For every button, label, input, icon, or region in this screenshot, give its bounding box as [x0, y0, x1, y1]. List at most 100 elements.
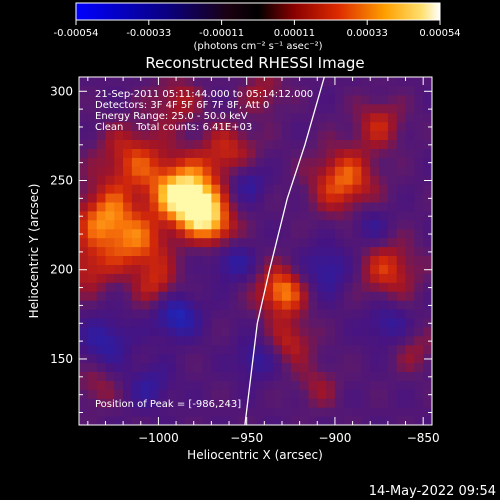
- heatmap-cell: [290, 121, 301, 132]
- heatmap-cell: [237, 291, 248, 301]
- heatmap-cell: [211, 139, 221, 149]
- heatmap-cell: [414, 219, 424, 230]
- heatmap-cell: [123, 77, 133, 87]
- heatmap-cell: [273, 407, 283, 417]
- heatmap-cell: [308, 228, 318, 239]
- heatmap-cell: [379, 121, 389, 132]
- heatmap-cell: [308, 219, 318, 230]
- heatmap-cell: [273, 130, 283, 140]
- heatmap-cell: [282, 380, 292, 390]
- heatmap-cell: [202, 407, 212, 417]
- heatmap-cell: [282, 121, 292, 132]
- heatmap-cell: [343, 237, 354, 248]
- heatmap-cell: [396, 264, 407, 274]
- heatmap-cell: [237, 407, 248, 417]
- heatmap-cell: [370, 362, 380, 372]
- heatmap-cell: [140, 85, 151, 96]
- heatmap-cell: [282, 398, 292, 408]
- colorbar-tick-label: 0.00011: [274, 28, 315, 39]
- heatmap-cell: [220, 389, 230, 399]
- heatmap-cell: [299, 237, 309, 248]
- heatmap-cell: [343, 228, 354, 239]
- heatmap-cell: [96, 193, 107, 203]
- heatmap-cell: [123, 166, 133, 176]
- heatmap-cell: [282, 77, 292, 87]
- heatmap-cell: [176, 139, 186, 149]
- heatmap-cell: [246, 273, 257, 283]
- heatmap-cell: [158, 103, 168, 114]
- heatmap-cell: [87, 85, 98, 96]
- heatmap-cell: [387, 77, 398, 78]
- heatmap-cell: [396, 77, 407, 87]
- info-line-detectors: Detectors: 3F 4F 5F 6F 7F 8F, Att 0: [95, 100, 269, 111]
- heatmap-cell: [308, 210, 318, 221]
- heatmap-cell: [273, 112, 283, 123]
- heatmap-cell: [352, 300, 362, 310]
- heatmap-cell: [246, 175, 257, 185]
- heatmap-cell: [246, 264, 257, 274]
- heatmap-cell: [220, 282, 230, 292]
- heatmap-cell: [299, 353, 309, 364]
- timestamp: 14-May-2022 09:54: [369, 484, 496, 499]
- heatmap-cell: [255, 317, 265, 328]
- heatmap-cell: [264, 255, 274, 265]
- heatmap-cell: [405, 407, 415, 417]
- colorbar-tick-label: 0.00033: [347, 28, 388, 39]
- heatmap-cell: [123, 112, 133, 123]
- heatmap-cell: [123, 380, 133, 390]
- heatmap-cell: [79, 166, 89, 176]
- heatmap-cell: [282, 416, 292, 425]
- heatmap-cell: [299, 77, 309, 87]
- heatmap-cell: [158, 291, 168, 301]
- heatmap-cell: [167, 407, 177, 417]
- heatmap-cell: [193, 264, 204, 274]
- heatmap-cell: [423, 139, 432, 149]
- heatmap-cell: [114, 77, 124, 78]
- heatmap-cell: [202, 398, 212, 408]
- heatmap-cell: [167, 210, 177, 221]
- heatmap-cell: [326, 210, 336, 221]
- heatmap-cell: [396, 362, 407, 372]
- heatmap-cell: [290, 237, 301, 248]
- heatmap-cell: [282, 389, 292, 399]
- heatmap-cell: [193, 344, 204, 355]
- heatmap-cell: [131, 326, 142, 337]
- heatmap-cell: [361, 255, 371, 265]
- heatmap-cell: [273, 273, 283, 283]
- heatmap-cell: [326, 112, 336, 123]
- heatmap-cell: [176, 317, 186, 328]
- heatmap-cell: [202, 237, 212, 248]
- heatmap-cell: [317, 139, 327, 149]
- heatmap-cell: [167, 175, 177, 185]
- heatmap-cell: [96, 77, 107, 78]
- heatmap-cell: [379, 112, 389, 123]
- heatmap-cell: [96, 362, 107, 372]
- y-tick-label: 200: [50, 263, 73, 277]
- heatmap-cell: [273, 94, 283, 105]
- heatmap-cell: [202, 309, 212, 319]
- heatmap-cell: [158, 246, 168, 256]
- heatmap-cell: [387, 175, 398, 185]
- heatmap-cell: [423, 317, 432, 328]
- heatmap-cell: [308, 317, 318, 328]
- heatmap-cell: [114, 157, 124, 167]
- heatmap-cell: [290, 228, 301, 239]
- heatmap-cell: [396, 121, 407, 132]
- heatmap-cell: [282, 219, 292, 230]
- heatmap-cell: [123, 193, 133, 203]
- heatmap-cell: [229, 246, 239, 256]
- heatmap-cell: [405, 94, 415, 105]
- heatmap-cell: [405, 103, 415, 114]
- heatmap-cell: [387, 112, 398, 123]
- heatmap-cell: [299, 103, 309, 114]
- heatmap-cell: [229, 309, 239, 319]
- heatmap-cell: [317, 246, 327, 256]
- heatmap-cell: [105, 103, 115, 114]
- heatmap-cell: [343, 85, 354, 96]
- heatmap-cell: [405, 291, 415, 301]
- heatmap-cell: [352, 193, 362, 203]
- heatmap-cell: [193, 94, 204, 105]
- heatmap-cell: [379, 335, 389, 346]
- heatmap-cell: [114, 264, 124, 274]
